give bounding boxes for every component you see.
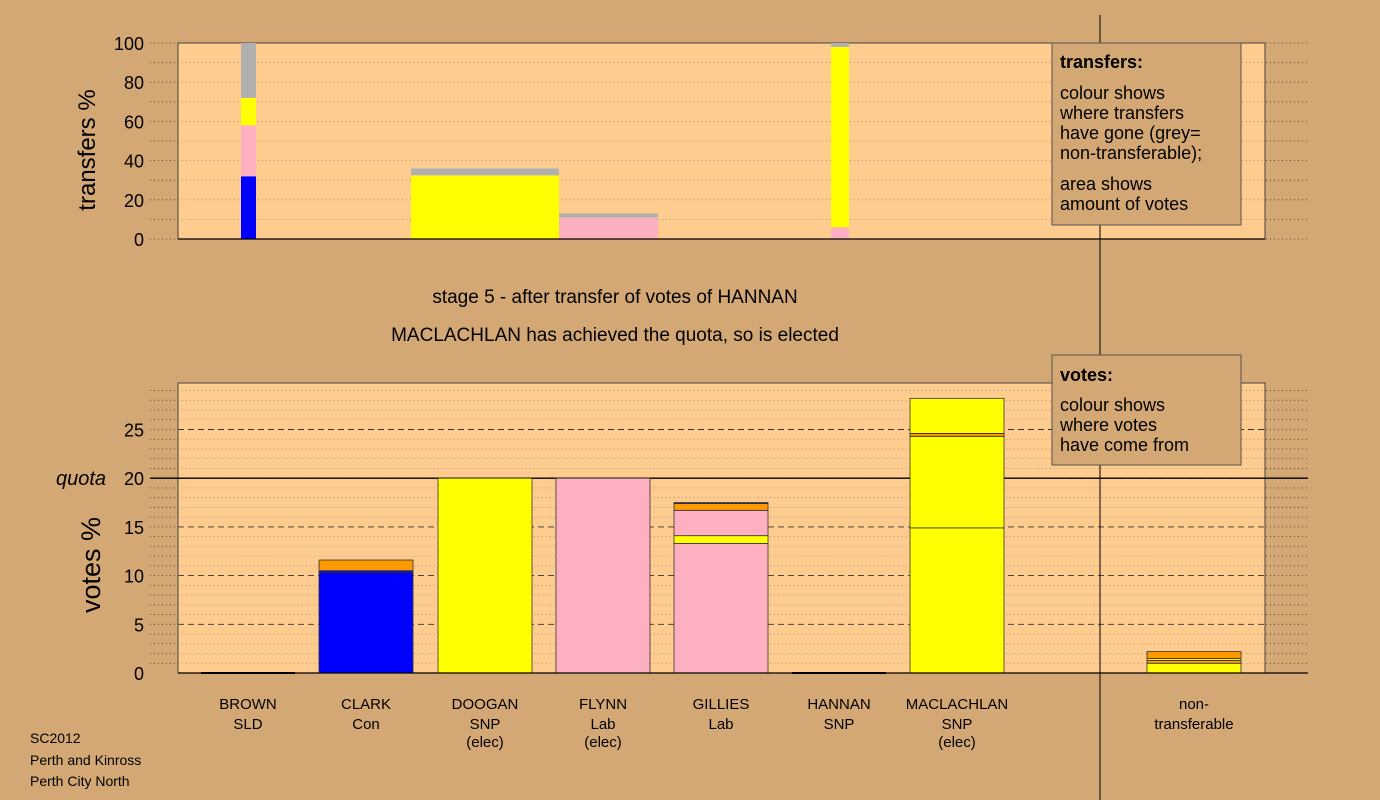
votes-legend-title: votes: [1060, 365, 1113, 385]
transfers-legend: transfers: colour shows where transfers … [1051, 42, 1242, 226]
vote-segment [909, 435, 1005, 529]
transfer-segment [241, 43, 256, 98]
transfer-segment [411, 175, 559, 237]
footer-line: Perth City North [30, 773, 130, 789]
candidate-party: Lab [708, 716, 733, 733]
transfer-segment [831, 46, 849, 228]
transfers-legend-title: transfers: [1060, 52, 1143, 72]
transfer-segment [559, 217, 658, 239]
y-tick-label: 25 [124, 421, 144, 441]
transfer-segment [831, 43, 849, 47]
vote-segment [1146, 659, 1242, 664]
quota-label: quota [56, 468, 106, 490]
candidate-name: HANNAN [807, 696, 870, 713]
result-caption: MACLACHLAN has achieved the quota, so is… [391, 325, 839, 346]
transfers-legend-line: have gone (grey= [1060, 123, 1201, 143]
votes-legend-line: colour shows [1060, 395, 1165, 415]
y-tick-label: 0 [134, 230, 144, 250]
y-tick-label: 15 [124, 518, 144, 538]
candidate-name: FLYNN [579, 696, 627, 713]
candidate-party: SNP [942, 716, 973, 733]
candidate-name: non- [1179, 696, 1209, 713]
candidate-labels: BROWNSLDCLARKConDOOGANSNP(elec)FLYNNLab(… [219, 696, 1233, 751]
candidate-name: MACLACHLAN [906, 696, 1009, 713]
candidate-party: SLD [233, 716, 262, 733]
vote-segment [909, 397, 1005, 434]
y-tick-label: 20 [124, 191, 144, 211]
candidate-party: SNP [470, 716, 501, 733]
candidate-name: GILLIES [693, 696, 750, 713]
vote-segment [555, 477, 651, 674]
y-tick-label: 10 [124, 567, 144, 587]
candidate-status: (elec) [584, 734, 622, 751]
transfers-legend-line: area shows [1060, 174, 1152, 194]
bottom-y-axis-label: votes % [76, 517, 106, 613]
vote-segment [673, 502, 769, 504]
transfers-legend-line: colour shows [1060, 83, 1165, 103]
transfer-segment [241, 125, 256, 177]
top-y-axis-label: transfers % [74, 89, 101, 210]
candidate-party: transferable [1154, 716, 1233, 733]
transfers-legend-line: amount of votes [1060, 194, 1188, 214]
votes-legend-line: where votes [1059, 415, 1157, 435]
footer-line: SC2012 [30, 730, 81, 746]
votes-legend-line: have come from [1060, 435, 1189, 455]
vote-segment [909, 527, 1005, 674]
footer-line: Perth and Kinross [30, 752, 141, 768]
y-tick-label: 20 [124, 469, 144, 489]
transfers-legend-line: non-transferable); [1060, 143, 1202, 163]
y-tick-label: 40 [124, 152, 144, 172]
y-tick-label: 5 [134, 615, 144, 635]
stage-caption: stage 5 - after transfer of votes of HAN… [432, 287, 797, 308]
vote-segment [673, 503, 769, 511]
vote-segment [437, 477, 533, 674]
y-tick-label: 60 [124, 112, 144, 132]
transfer-segment [559, 213, 658, 218]
candidate-status: (elec) [466, 734, 504, 751]
transfer-segment [411, 168, 559, 176]
candidate-party: Con [352, 716, 380, 733]
votes-legend: votes: colour shows where votes have com… [1051, 354, 1242, 466]
vote-segment [318, 559, 414, 572]
y-tick-label: 80 [124, 73, 144, 93]
candidate-name: CLARK [341, 696, 391, 713]
vote-segment [673, 543, 769, 674]
y-tick-label: 100 [114, 34, 144, 54]
candidate-party: Lab [590, 716, 615, 733]
vote-segment [673, 535, 769, 544]
transfers-legend-line: where transfers [1059, 103, 1184, 123]
votes-panel: 0 5 10 15 20 25 quota [56, 382, 1310, 684]
vote-segment [673, 509, 769, 537]
vote-segment [318, 572, 414, 674]
transfer-segment [241, 97, 256, 126]
candidate-name: DOOGAN [452, 696, 519, 713]
vote-segment [1146, 651, 1242, 659]
candidate-party: SNP [824, 716, 855, 733]
transfer-segment [411, 236, 559, 239]
y-tick-label: 0 [134, 664, 144, 684]
candidate-name: BROWN [219, 696, 277, 713]
transfer-segment [241, 176, 256, 239]
transfer-segment [831, 227, 849, 239]
vote-segment [1146, 662, 1242, 674]
candidate-status: (elec) [938, 734, 976, 751]
vote-segment [909, 432, 1005, 437]
